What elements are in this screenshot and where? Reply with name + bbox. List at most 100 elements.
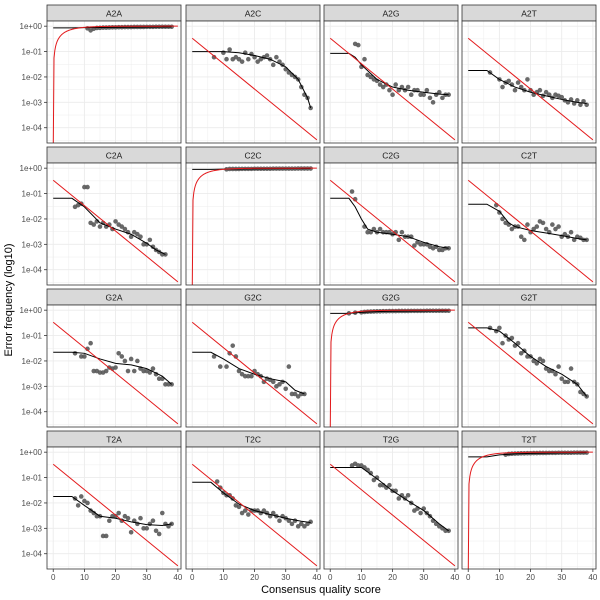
fitted-error-line xyxy=(468,452,587,458)
data-point xyxy=(371,477,377,483)
data-point xyxy=(506,78,512,84)
nominal-error-line xyxy=(191,167,317,285)
data-point xyxy=(246,56,251,62)
x-tick-label: 30 xyxy=(557,573,566,582)
data-point xyxy=(295,394,301,399)
data-point xyxy=(377,82,383,87)
data-point xyxy=(135,358,140,364)
data-point xyxy=(128,529,134,535)
data-point xyxy=(97,224,103,229)
data-point xyxy=(239,59,245,64)
facet-a2g: A2G xyxy=(323,4,459,144)
data-point xyxy=(138,515,143,521)
facet-a2a: A2A 1e+00 1e-01 1e-02 1e-03 1e-04 xyxy=(20,4,182,144)
panel-background xyxy=(324,21,458,143)
panel-background xyxy=(186,447,320,569)
data-point xyxy=(387,482,392,488)
facet-strip-label: A2C xyxy=(245,9,262,19)
y-tick-label: 1e-04 xyxy=(22,266,43,275)
facet-c2t: C2T xyxy=(461,146,597,286)
x-tick-label: 10 xyxy=(80,573,89,582)
data-point xyxy=(113,365,118,370)
plot-area xyxy=(467,179,594,283)
facet-strip-label: G2T xyxy=(521,293,538,303)
nominal-error-line xyxy=(329,309,455,427)
nominal-error-line xyxy=(329,463,456,567)
data-point xyxy=(211,354,217,359)
facet-strip-label: T2C xyxy=(245,435,261,445)
data-point xyxy=(568,229,574,235)
x-tick-label: 0 xyxy=(328,573,333,582)
y-tick-label: 1e+00 xyxy=(20,448,43,457)
plot-area xyxy=(191,463,318,567)
data-point xyxy=(352,196,358,202)
data-point xyxy=(446,308,451,314)
data-point xyxy=(522,237,527,243)
data-point xyxy=(512,87,518,93)
facet-c2g: C2G xyxy=(323,146,459,286)
facet-strip-label: C2G xyxy=(382,151,399,161)
facet-g2t: G2T xyxy=(461,288,597,428)
plot-area xyxy=(52,24,178,143)
x-tick-label: 0 xyxy=(190,573,195,582)
y-tick-label: 1e+00 xyxy=(20,164,43,173)
data-point xyxy=(150,366,156,371)
data-point xyxy=(261,379,267,385)
data-point xyxy=(393,229,398,235)
panel-border xyxy=(185,304,321,428)
data-point xyxy=(261,508,267,513)
data-point xyxy=(584,237,589,243)
data-point xyxy=(537,87,543,93)
plot-area xyxy=(329,308,455,427)
panel-background xyxy=(324,163,458,285)
facet-t2c: T2C 0 10 20 30 40 xyxy=(185,430,322,582)
panel-border xyxy=(46,162,182,286)
plot-area xyxy=(329,179,456,283)
data-point xyxy=(500,340,505,346)
x-tick-label: 30 xyxy=(142,573,151,582)
data-point xyxy=(405,84,411,90)
data-point xyxy=(119,224,125,229)
y-axis-title: Error frequency (log10) xyxy=(3,243,15,356)
data-point xyxy=(125,368,131,374)
nominal-error-line xyxy=(52,179,179,283)
data-point xyxy=(418,510,423,516)
nominal-error-line xyxy=(191,37,318,141)
fitted-error-line xyxy=(192,51,312,109)
grid-lines xyxy=(47,163,181,285)
data-point xyxy=(107,518,112,523)
data-point xyxy=(211,54,217,60)
nominal-error-line xyxy=(52,463,179,567)
data-point xyxy=(131,368,137,374)
data-point xyxy=(446,245,451,251)
grid-lines xyxy=(462,163,596,285)
data-point xyxy=(525,77,530,82)
data-point xyxy=(286,364,292,369)
data-point xyxy=(430,100,436,105)
data-point xyxy=(396,87,402,93)
data-point xyxy=(440,95,445,101)
data-point xyxy=(217,364,223,369)
data-point xyxy=(166,524,171,529)
grid-lines xyxy=(324,21,458,143)
fitted-error-line xyxy=(53,197,166,255)
facet-g2g: G2G xyxy=(323,288,459,428)
nominal-error-line xyxy=(52,321,179,425)
panel-border xyxy=(46,446,182,570)
fitted-error-line xyxy=(53,351,172,385)
panel-border xyxy=(323,446,459,570)
data-point xyxy=(568,366,574,371)
y-tick-label: 1e-04 xyxy=(22,550,43,559)
data-point xyxy=(497,210,502,215)
data-point xyxy=(396,237,402,243)
data-point xyxy=(578,102,583,108)
facet-strip-label: C2T xyxy=(521,151,537,161)
data-point xyxy=(103,533,109,539)
data-point xyxy=(72,351,78,356)
data-point xyxy=(233,354,239,359)
data-point xyxy=(236,368,242,374)
data-point xyxy=(128,356,134,362)
data-point xyxy=(230,343,236,348)
x-tick-label: 10 xyxy=(219,573,228,582)
data-point xyxy=(122,226,128,232)
